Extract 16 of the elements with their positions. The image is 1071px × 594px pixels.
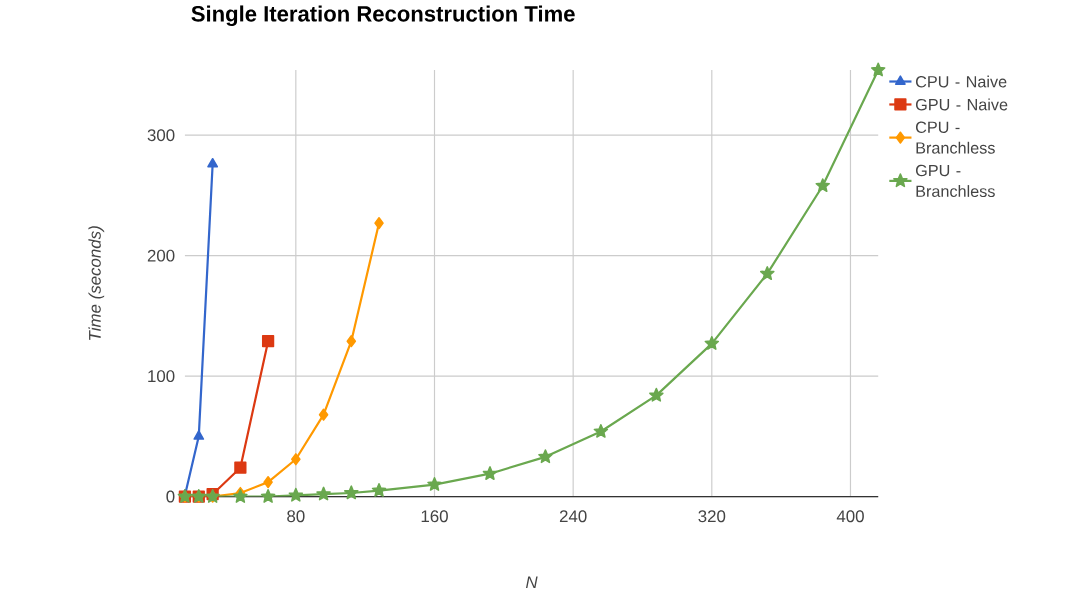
x-tick-label: 320 — [698, 510, 726, 523]
y-tick-label: 300 — [147, 129, 175, 142]
chart-title: Single Iteration Reconstruction Time — [191, 5, 575, 27]
y-tick-label: 0 — [166, 490, 175, 503]
y-axis-title: Time (seconds) — [88, 226, 105, 340]
x-tick-label: 240 — [559, 510, 587, 523]
legend-label: CPU - Naive — [915, 75, 1007, 88]
y-tick-label: 100 — [148, 370, 175, 383]
legend-label: GPU - Branchless — [915, 164, 995, 198]
x-tick-label: 160 — [421, 510, 448, 523]
legend-label: GPU - Naive — [915, 98, 1008, 111]
legend-label: CPU - Branchless — [915, 121, 995, 154]
y-tick-label: 200 — [147, 249, 175, 262]
x-tick-label: 80 — [287, 510, 305, 523]
x-axis-title: N — [525, 576, 538, 589]
x-tick-label: 400 — [836, 510, 864, 523]
